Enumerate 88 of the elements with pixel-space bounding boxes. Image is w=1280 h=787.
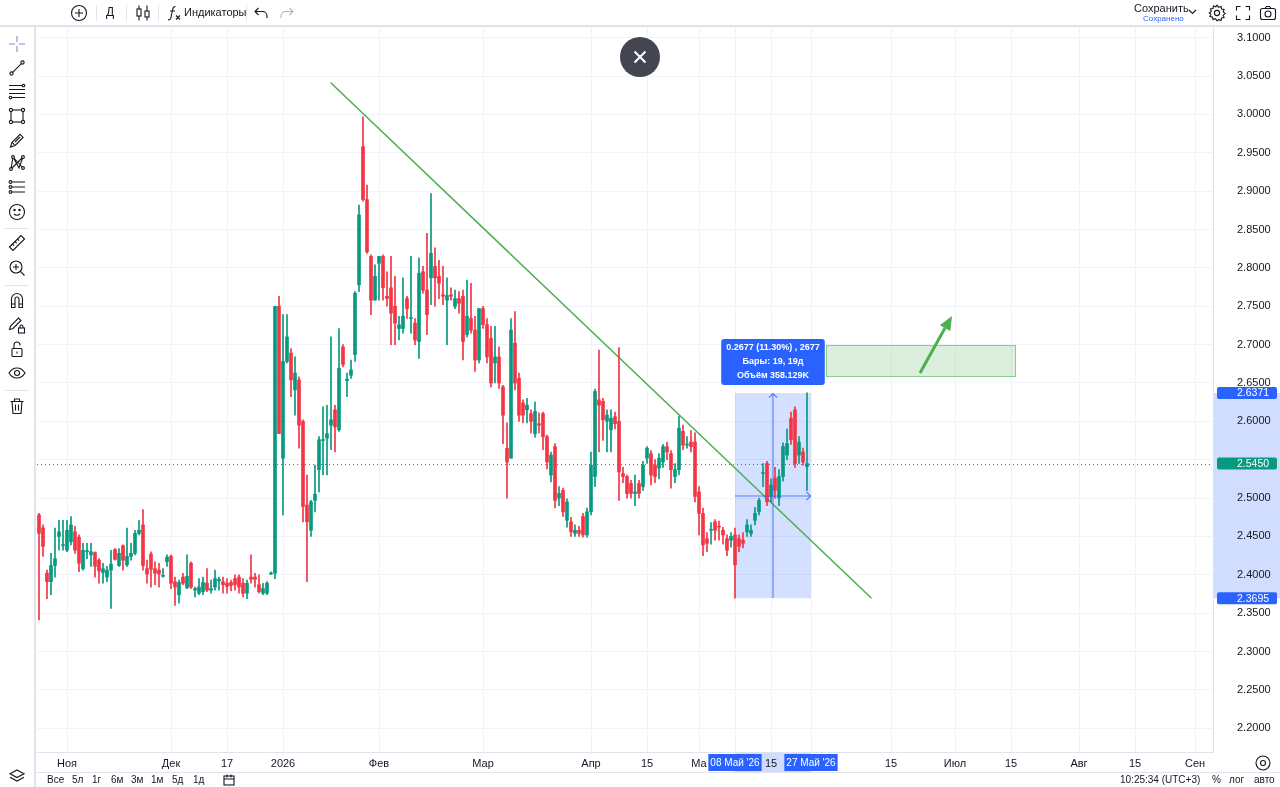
y-tick-label: 3.1000 [1237, 30, 1271, 43]
text: Все [47, 774, 65, 785]
text: лог [1229, 774, 1245, 785]
y-tick-label: 2.3000 [1237, 644, 1271, 657]
text: 5л [72, 774, 84, 785]
candlestick [433, 247, 437, 307]
y-tick-label: 2.2000 [1237, 721, 1271, 734]
ref-line-label: 2.5450 [1237, 456, 1270, 469]
y-tick-label: 2.9500 [1237, 145, 1271, 158]
y-tick-label: 2.4000 [1237, 567, 1271, 580]
candlestick [537, 412, 541, 434]
candlestick [221, 576, 225, 594]
x-tick-label: 15 [640, 756, 654, 769]
y-tick-label: 2.7500 [1237, 299, 1271, 312]
x-tick-label: 2026 [270, 756, 296, 769]
text: 3м [131, 774, 144, 785]
y-tick-label: 2.7000 [1237, 337, 1271, 350]
y-tick-label: 3.0000 [1237, 107, 1271, 120]
candlestick [37, 513, 41, 621]
candlestick [597, 349, 601, 453]
text: 10:25:34 (UTC+3) [1120, 774, 1201, 785]
candlestick [429, 193, 433, 306]
x-tick-label: 15 [1128, 756, 1142, 769]
annotation: Объём 358.129K [736, 370, 810, 381]
candlestick [161, 568, 165, 578]
candlestick [425, 233, 429, 335]
candlestick [605, 409, 609, 453]
y-tick-label: 2.5000 [1237, 491, 1271, 504]
x-tick-label: Сен [1184, 756, 1206, 769]
candlestick [445, 277, 449, 345]
candlestick [89, 542, 93, 567]
y-tick-label: 2.6000 [1237, 414, 1271, 427]
candlestick [709, 522, 713, 545]
x-tick-label: Апр [581, 756, 601, 769]
text: 5д [172, 774, 184, 785]
x-tick-label: Ма [691, 756, 708, 769]
x-tick-label: 15 [764, 756, 778, 769]
text: % [1212, 774, 1221, 785]
text: авто [1254, 774, 1275, 785]
candlestick [101, 562, 105, 584]
y-tick-label: 2.4500 [1237, 529, 1271, 542]
x-tick-label: Дек [161, 756, 181, 769]
candlestick [217, 576, 221, 591]
x-tick-label: 27 Май '26 [786, 756, 837, 768]
text: 2.6371 [1237, 386, 1270, 399]
candlestick [61, 519, 65, 551]
x-tick-label: Июл [943, 756, 967, 769]
text: 1м [151, 774, 164, 785]
text: Сохранено [1143, 14, 1184, 23]
candlestick [409, 256, 413, 334]
candlestick [377, 256, 381, 301]
text: 2.3695 [1237, 591, 1270, 604]
candlestick [397, 315, 401, 341]
x-tick-label: Мар [472, 756, 494, 769]
text: 1д [193, 774, 205, 785]
candlestick [557, 486, 561, 507]
y-tick-label: 2.3500 [1237, 606, 1271, 619]
candlestick [157, 562, 161, 588]
annotation: 0.2677 (11.30%) , 2677 [726, 342, 820, 353]
candlestick [225, 578, 229, 594]
candlestick [125, 527, 129, 567]
x-tick-label: Авг [1070, 756, 1088, 769]
y-tick-label: 3.0500 [1237, 69, 1271, 82]
text: Индикаторы [184, 6, 247, 18]
x-tick-label: Фев [368, 756, 390, 769]
x-tick-label: 08 Май '26 [710, 756, 761, 768]
text: 1г [92, 774, 102, 785]
annotation: Бары: 19, 19д [742, 356, 804, 367]
x-tick-label: 15 [884, 756, 898, 769]
candlestick [525, 397, 529, 424]
y-tick-label: 2.8500 [1237, 222, 1271, 235]
candlestick [345, 372, 349, 398]
y-tick-label: 2.6500 [1237, 376, 1271, 389]
x-tick-label: 15 [1004, 756, 1018, 769]
text: 6м [111, 774, 124, 785]
x-tick-label: 17 [220, 756, 234, 769]
candlestick [505, 422, 509, 499]
candlestick [633, 474, 637, 507]
y-tick-label: 2.9000 [1237, 184, 1271, 197]
candlestick [109, 549, 113, 609]
y-tick-label: 2.8000 [1237, 260, 1271, 273]
candlestick [249, 554, 253, 584]
candlestick [717, 520, 721, 541]
text: Сохранить [1134, 2, 1189, 14]
y-tick-label: 2.2500 [1237, 682, 1271, 695]
text: Д [106, 5, 115, 19]
candlestick [493, 325, 497, 384]
x-tick-label: Ноя [56, 756, 78, 769]
